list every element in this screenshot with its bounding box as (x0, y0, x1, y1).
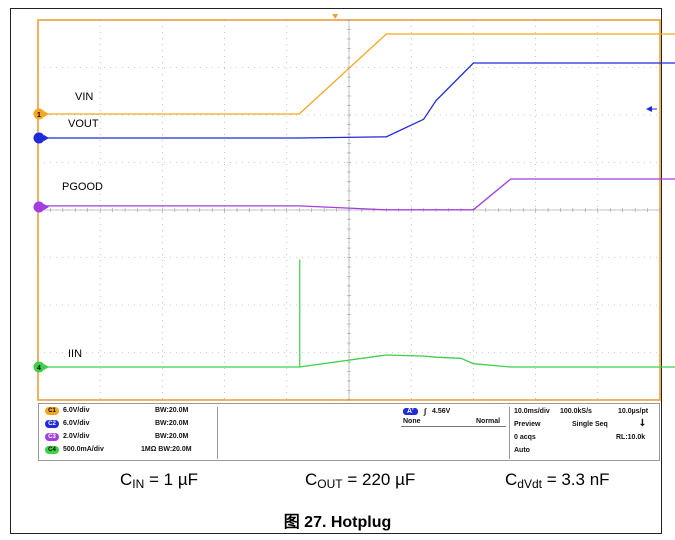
channel-2-bandwidth: BW:20.0M (155, 420, 189, 427)
caption-cout: COUT = 220 µF (305, 470, 416, 491)
channel-3-bandwidth: BW:20.0M (155, 433, 189, 440)
traces (41, 33, 675, 368)
channel-marker-3[interactable] (33, 201, 50, 213)
caption-cdvdt: CdVdt = 3.3 nF (505, 470, 610, 491)
time-per-point: 10.0µs/pt (618, 408, 649, 415)
channel-3-chip[interactable]: C3 (45, 433, 59, 441)
scope-status-bar: C1 6.0V/div BW:20.0M C2 6.0V/div BW:20.0… (38, 403, 660, 461)
acquisition-mode: Single Seq (572, 421, 608, 428)
channel-4-bandwidth: 1MΩ BW:20.0M (141, 446, 192, 453)
channel-1-chip[interactable]: C1 (45, 407, 59, 415)
channel-1-bandwidth: BW:20.0M (155, 407, 189, 414)
channel-1-readout: C1 6.0V/div BW:20.0M (45, 407, 245, 416)
svg-text:1: 1 (37, 112, 41, 119)
trigger-chip[interactable]: A' (403, 408, 418, 415)
figure-title: 图 27. Hotplug (283, 514, 392, 531)
channel-marker-2[interactable] (33, 132, 50, 144)
series-line-vout (41, 62, 675, 139)
vout-offset-arrow (646, 106, 652, 112)
trace-labels: VIN VOUT PGOOD IIN (62, 91, 103, 360)
channel-1-scale: 6.0V/div (63, 407, 90, 414)
channel-4-chip[interactable]: C4 (45, 446, 59, 454)
trace-label-vout: VOUT (68, 118, 99, 130)
trigger-edge-icon: ∫ (424, 407, 427, 416)
svg-text:4: 4 (37, 365, 41, 372)
channel-3-scale: 2.0V/div (63, 433, 90, 440)
channel-3-readout: C3 2.0V/div BW:20.0M (45, 433, 245, 442)
trace-label-pgood: PGOOD (62, 181, 103, 193)
series-line-pgood (41, 178, 675, 211)
trigger-position-marker (332, 14, 339, 19)
trigger-readout: A' ∫ 4.56V None Normal (217, 407, 508, 459)
record-length: RL:10.0k (616, 434, 646, 441)
channel-2-chip[interactable]: C2 (45, 420, 59, 428)
trace-label-vin: VIN (75, 91, 93, 103)
trigger-level: 4.56V (432, 408, 451, 415)
graticule (37, 14, 661, 401)
trigger-auto: Auto (514, 447, 530, 454)
channel-4-scale: 500.0mA/div (63, 446, 104, 453)
acquisition-count: 0 acqs (514, 434, 536, 441)
channel-marker-4[interactable]: 4 (33, 361, 50, 373)
trigger-mode: Normal (476, 418, 501, 425)
timebase-readout: 10.0ms/div 100.0kS/s 10.0µs/pt Preview S… (509, 407, 658, 459)
channel-markers: 14 (33, 106, 657, 373)
channel-4-readout: C4 500.0mA/div 1MΩ BW:20.0M (45, 446, 245, 455)
trace-label-iin: IIN (68, 348, 82, 360)
timebase-div: 10.0ms/div (514, 408, 550, 415)
preview-label: Preview (514, 421, 541, 428)
channel-2-scale: 6.0V/div (63, 420, 90, 427)
sample-rate: 100.0kS/s (560, 408, 592, 415)
trigger-divider (401, 426, 506, 427)
run-indicator-icon: ⭣ (640, 418, 645, 429)
series-line-vin (41, 33, 675, 115)
figure-frame (10, 8, 662, 534)
channel-2-readout: C2 6.0V/div BW:20.0M (45, 420, 245, 429)
trigger-coupling: None (403, 418, 421, 425)
caption-cin: CIN = 1 µF (120, 470, 199, 491)
channel-marker-1[interactable]: 1 (33, 108, 50, 120)
